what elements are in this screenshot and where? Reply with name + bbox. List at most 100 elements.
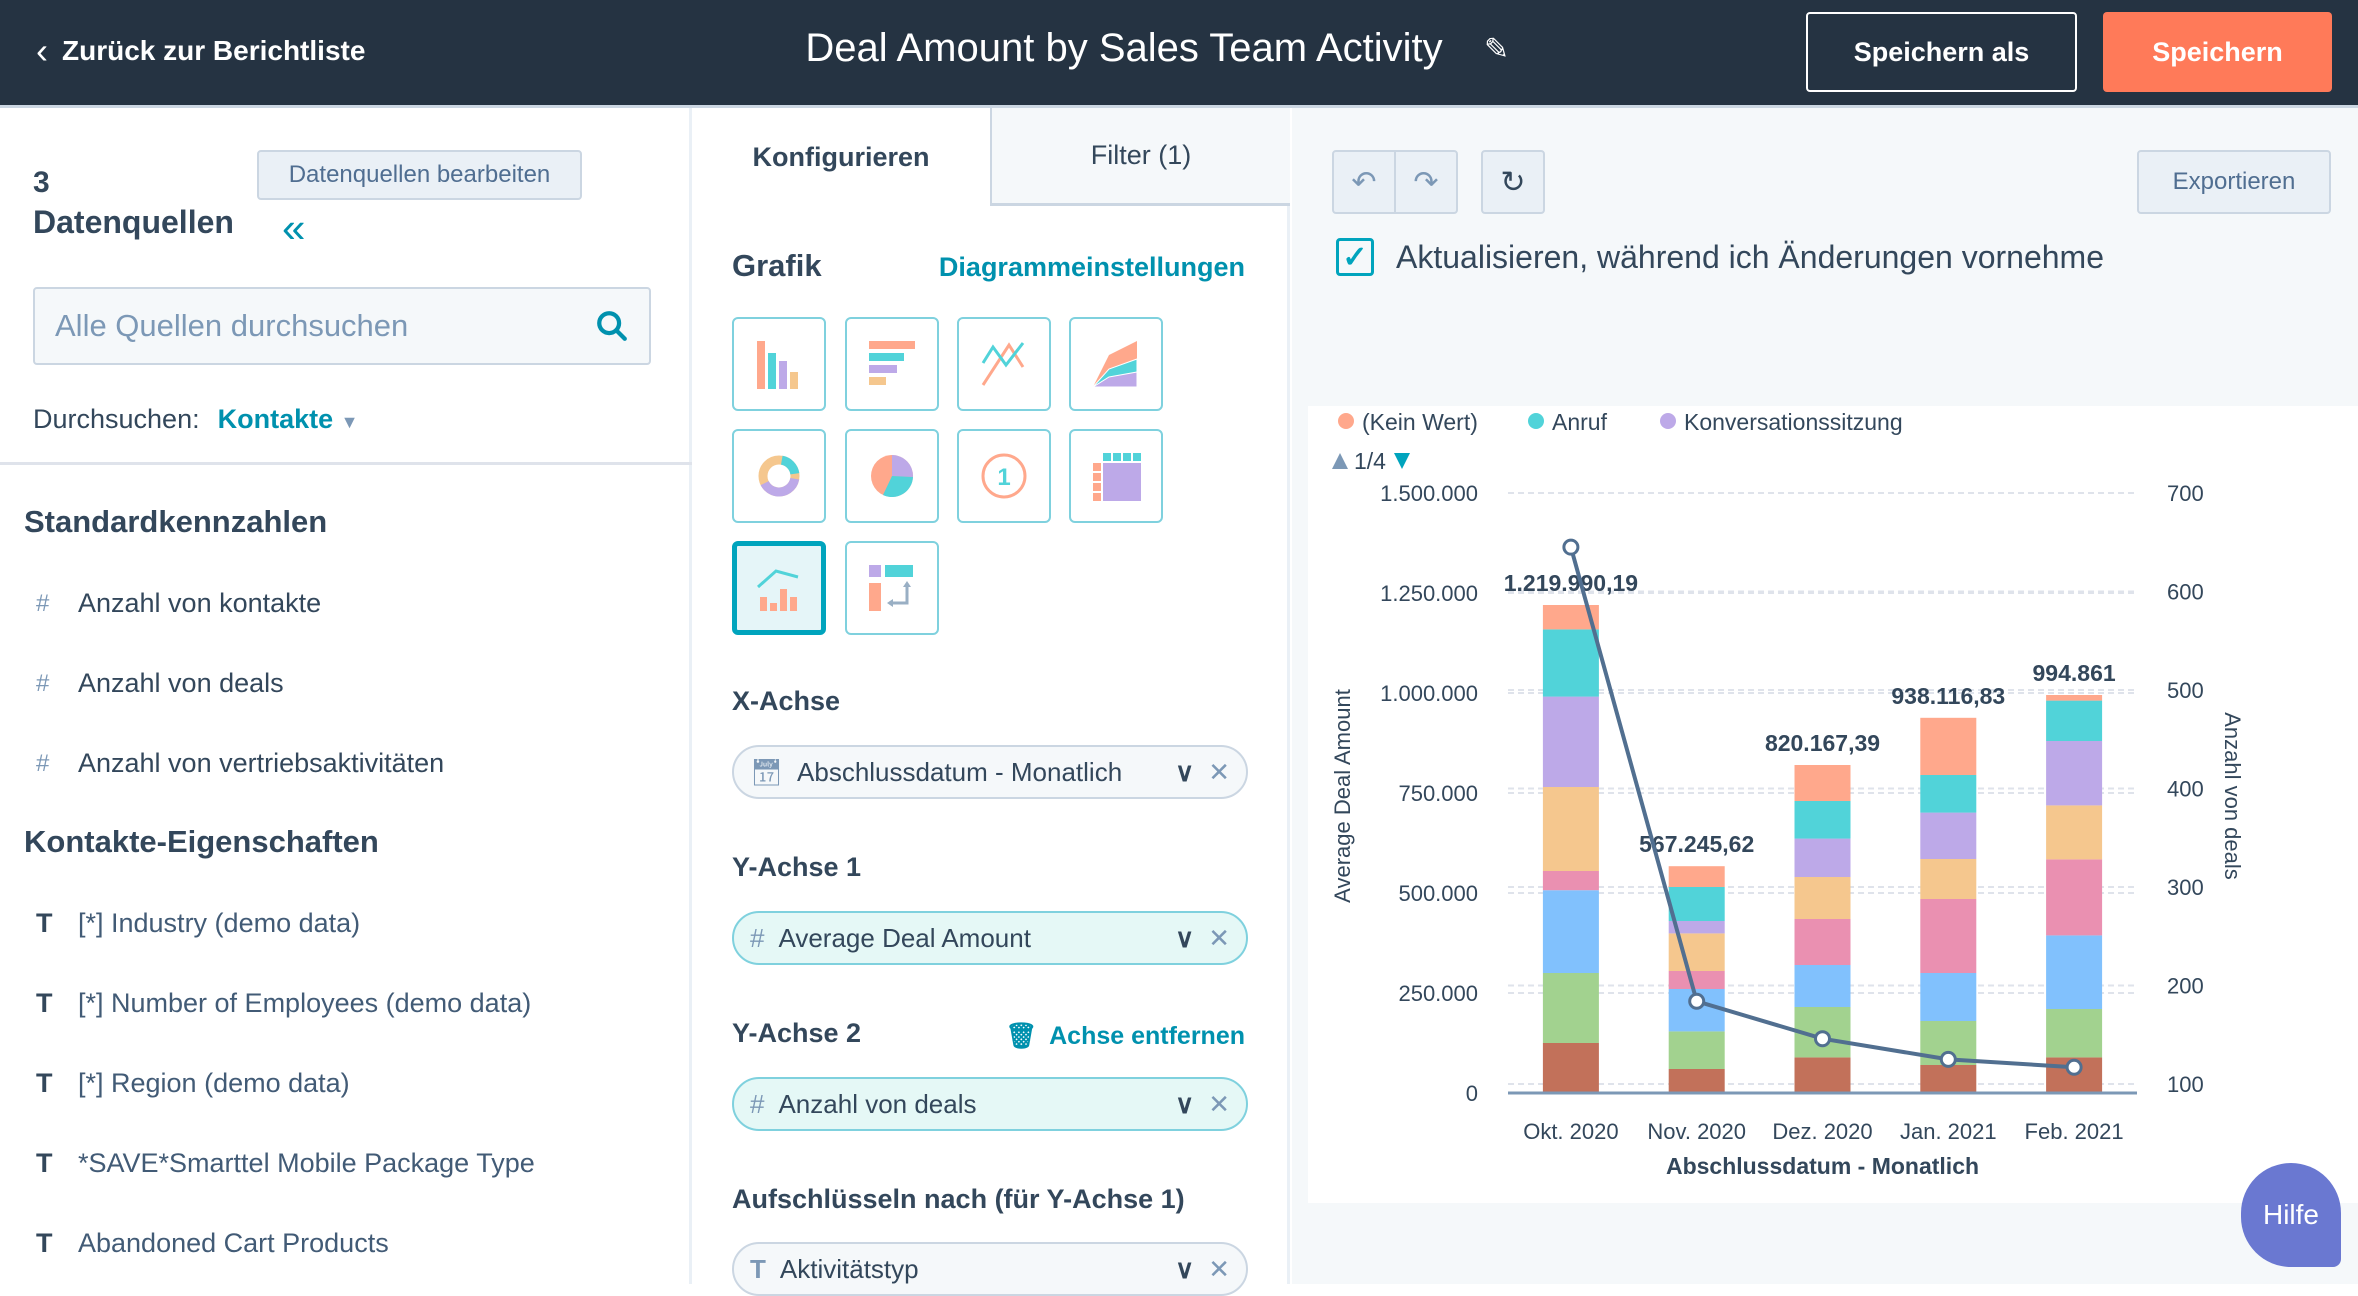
list-item[interactable]: # Anzahl von vertriebsaktivitäten: [36, 748, 444, 779]
bar-segment: [1668, 1069, 1725, 1093]
bar-segment: [1542, 1043, 1599, 1093]
list-item[interactable]: T Abandoned Cart Products: [36, 1228, 389, 1259]
item-label: Abandoned Cart Products: [78, 1228, 389, 1258]
refresh-icon[interactable]: ↻: [1481, 150, 1545, 214]
save-button[interactable]: Speichern: [2103, 12, 2332, 92]
y-tick-label: 0: [1466, 1081, 1478, 1106]
bar-segment: [1542, 696, 1599, 787]
clear-icon[interactable]: ✕: [1208, 1088, 1230, 1119]
list-item[interactable]: T *SAVE*Smarttel Mobile Package Type: [36, 1148, 535, 1179]
y2-tick-label: 700: [2167, 481, 2204, 506]
combo-chart-icon: [757, 569, 799, 611]
tab-configure[interactable]: Konfigurieren: [752, 141, 930, 172]
chart-type-kpi[interactable]: 1: [957, 429, 1051, 523]
auto-update-checkbox-row[interactable]: ✓ Aktualisieren, während ich Änderungen …: [1336, 238, 2104, 276]
clear-icon[interactable]: ✕: [1208, 922, 1230, 953]
x-tick-label: Dez. 2020: [1772, 1119, 1872, 1144]
x-axis-select[interactable]: 📅︎ Abschlussdatum - Monatlich ∨ ✕: [732, 745, 1248, 799]
bar-total-label: 567.245,62: [1639, 831, 1754, 857]
chart-type-vertical-bar[interactable]: [732, 317, 826, 411]
undo-icon[interactable]: ↶: [1332, 150, 1396, 214]
collapse-panel-icon[interactable]: «: [282, 204, 306, 251]
checkbox-checked-icon[interactable]: ✓: [1336, 238, 1374, 276]
legend-prev-icon: [1332, 453, 1348, 469]
bar-segment: [1794, 838, 1851, 877]
y-axis-2-select[interactable]: # Anzahl von deals ∨ ✕: [732, 1077, 1248, 1131]
y2-tick-label: 600: [2167, 580, 2204, 605]
chart-type-horizontal-bar[interactable]: [845, 317, 939, 411]
clear-icon[interactable]: ✕: [1208, 756, 1230, 787]
report-title: Deal Amount by Sales Team Activity: [805, 26, 1443, 70]
chart-type-line[interactable]: [957, 317, 1051, 411]
legend-item: Konversationssitzung: [1684, 409, 1903, 435]
tab-filter[interactable]: Filter (1): [990, 108, 1290, 206]
y-axis-1-value: Average Deal Amount: [778, 922, 1031, 953]
text-type-icon: T: [750, 1253, 766, 1284]
y-tick-label: 1.000.000: [1380, 681, 1478, 706]
text-type-icon: T: [36, 908, 53, 938]
y-axis-2-label: Y-Achse 2: [732, 1018, 862, 1048]
line-point: [1939, 1050, 1957, 1068]
item-label: Anzahl von kontakte: [78, 588, 322, 618]
x-tick-label: Okt. 2020: [1523, 1119, 1618, 1144]
browse-dropdown[interactable]: Kontakte ▼: [218, 404, 359, 435]
chevron-down-icon[interactable]: ∨: [1175, 922, 1195, 953]
calendar-icon: 📅︎: [750, 756, 784, 787]
bar-segment: [1794, 877, 1851, 919]
chart-type-area[interactable]: [1069, 317, 1163, 411]
chevron-down-icon[interactable]: ∨: [1175, 1088, 1195, 1119]
list-item[interactable]: T [*] Number of Employees (demo data): [36, 988, 531, 1019]
chart-type-donut[interactable]: [732, 429, 826, 523]
clear-icon[interactable]: ✕: [1208, 1253, 1230, 1284]
remove-axis-link[interactable]: 🗑︎ Achse entfernen: [1005, 1022, 1245, 1051]
breakdown-value: Aktivitätstyp: [779, 1253, 919, 1284]
breakdown-select[interactable]: T Aktivitätstyp ∨ ✕: [732, 1242, 1248, 1296]
save-as-button[interactable]: Speichern als: [1806, 12, 2077, 92]
back-to-reports-link[interactable]: ‹ Zurück zur Berichtliste: [36, 30, 365, 72]
bar-total-label: 994.861: [2033, 660, 2116, 686]
data-sources-panel: 3 Datenquellen Datenquellen bearbeiten «…: [0, 108, 692, 1284]
y-tick-label: 1.500.000: [1380, 481, 1478, 506]
y2-tick-label: 100: [2167, 1072, 2204, 1097]
legend-marker: [1338, 413, 1354, 429]
chart-settings-link[interactable]: Diagrammeinstellungen: [938, 252, 1245, 282]
chevron-down-icon[interactable]: ∨: [1175, 756, 1195, 787]
single-value-icon: 1: [981, 453, 1027, 499]
list-item[interactable]: # Anzahl von kontakte: [36, 588, 321, 619]
chart-type-table[interactable]: [1069, 429, 1163, 523]
auto-update-label: Aktualisieren, während ich Änderungen vo…: [1396, 238, 2104, 275]
bar-segment: [1668, 1031, 1725, 1069]
caret-down-icon: ▼: [340, 412, 359, 432]
legend-next-icon: [1394, 453, 1410, 469]
pie-chart-icon: [871, 455, 914, 498]
search-sources-input[interactable]: Alle Quellen durchsuchen: [33, 287, 651, 365]
bar-segment: [2046, 1009, 2103, 1058]
edit-sources-button[interactable]: Datenquellen bearbeiten: [257, 150, 582, 200]
list-item[interactable]: T [*] Industry (demo data): [36, 908, 360, 939]
chevron-down-icon[interactable]: ∨: [1175, 1253, 1195, 1284]
chart-type-combo[interactable]: [732, 541, 826, 635]
horizontal-bar-chart-icon: [869, 341, 915, 385]
edit-title-pencil-icon[interactable]: ✎: [1484, 33, 1510, 66]
bar-segment: [1542, 871, 1599, 891]
export-button[interactable]: Exportieren: [2137, 150, 2331, 214]
y-axis-1-select[interactable]: # Average Deal Amount ∨ ✕: [732, 911, 1248, 965]
y-tick-label: 1.250.000: [1380, 581, 1478, 606]
redo-icon[interactable]: ↷: [1394, 150, 1458, 214]
list-item[interactable]: T [*] Region (demo data): [36, 1068, 350, 1099]
help-button[interactable]: Hilfe: [2241, 1163, 2341, 1267]
bar-segment: [2046, 695, 2103, 701]
line-point: [1688, 992, 1706, 1010]
y2-axis-title: Anzahl von deals: [2220, 712, 2245, 880]
list-item[interactable]: # Anzahl von deals: [36, 668, 284, 699]
donut-chart-icon: [758, 455, 800, 497]
x-axis-label: X-Achse: [732, 686, 841, 716]
search-icon: [597, 311, 627, 341]
legend-marker: [1660, 413, 1676, 429]
line-point: [1562, 538, 1580, 556]
chart-type-pie[interactable]: [845, 429, 939, 523]
x-axis-value: Abschlussdatum - Monatlich: [797, 756, 1123, 787]
chart-type-pivot[interactable]: [845, 541, 939, 635]
table-chart-icon: [1093, 453, 1141, 501]
x-tick-label: Nov. 2020: [1647, 1119, 1746, 1144]
